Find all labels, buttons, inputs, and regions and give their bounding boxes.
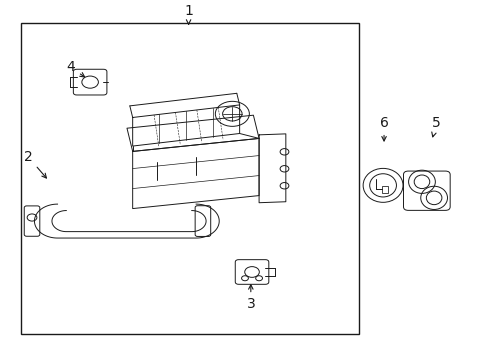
Text: 2: 2: [24, 150, 46, 178]
Text: 1: 1: [184, 4, 193, 24]
Text: 4: 4: [66, 60, 84, 77]
Bar: [21, 23, 358, 334]
Text: 3: 3: [246, 285, 255, 311]
Bar: [381, 186, 387, 193]
Text: 5: 5: [431, 116, 440, 137]
Text: 6: 6: [379, 116, 387, 141]
